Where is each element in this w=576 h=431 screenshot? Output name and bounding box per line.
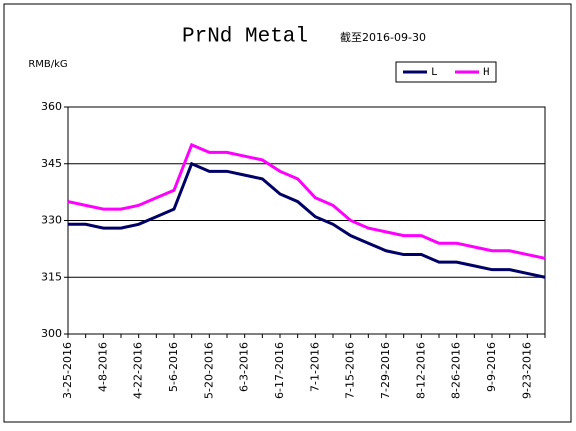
x-tick-label: 7-1-2016 — [308, 342, 321, 392]
y-axis-label: RMB/kG — [28, 59, 67, 70]
x-tick-label: 9-23-2016 — [520, 342, 533, 399]
x-tick-label: 4-8-2016 — [96, 342, 109, 392]
series-line — [68, 161, 546, 279]
x-tick-label: 7-29-2016 — [379, 342, 392, 399]
legend-label: L — [431, 67, 438, 79]
x-tick-label: 5-20-2016 — [202, 342, 215, 399]
x-tick-label: 4-22-2016 — [132, 342, 145, 399]
x-tick-label: 8-26-2016 — [450, 342, 463, 399]
legend-label: H — [483, 67, 490, 79]
chart-title: PrNd Metal — [182, 26, 308, 49]
x-tick-label: 3-25-2016 — [61, 342, 74, 399]
y-tick-label: 315 — [41, 270, 62, 283]
legend-box — [395, 61, 497, 83]
x-tick-label: 9-9-2016 — [485, 342, 498, 392]
y-tick-label: 345 — [41, 157, 62, 170]
y-tick-label: 330 — [41, 214, 62, 227]
x-tick-label: 6-17-2016 — [273, 342, 286, 399]
x-tick-label: 6-3-2016 — [238, 342, 251, 392]
series-line — [67, 142, 546, 260]
y-tick-label: 300 — [41, 327, 62, 340]
chart-subtitle: 截至2016-09-30 — [340, 30, 426, 44]
x-tick-label: 8-12-2016 — [414, 342, 427, 399]
y-tick-label: 360 — [41, 100, 62, 113]
x-tick-label: 5-6-2016 — [167, 342, 180, 392]
x-tick-label: 7-15-2016 — [344, 342, 357, 399]
